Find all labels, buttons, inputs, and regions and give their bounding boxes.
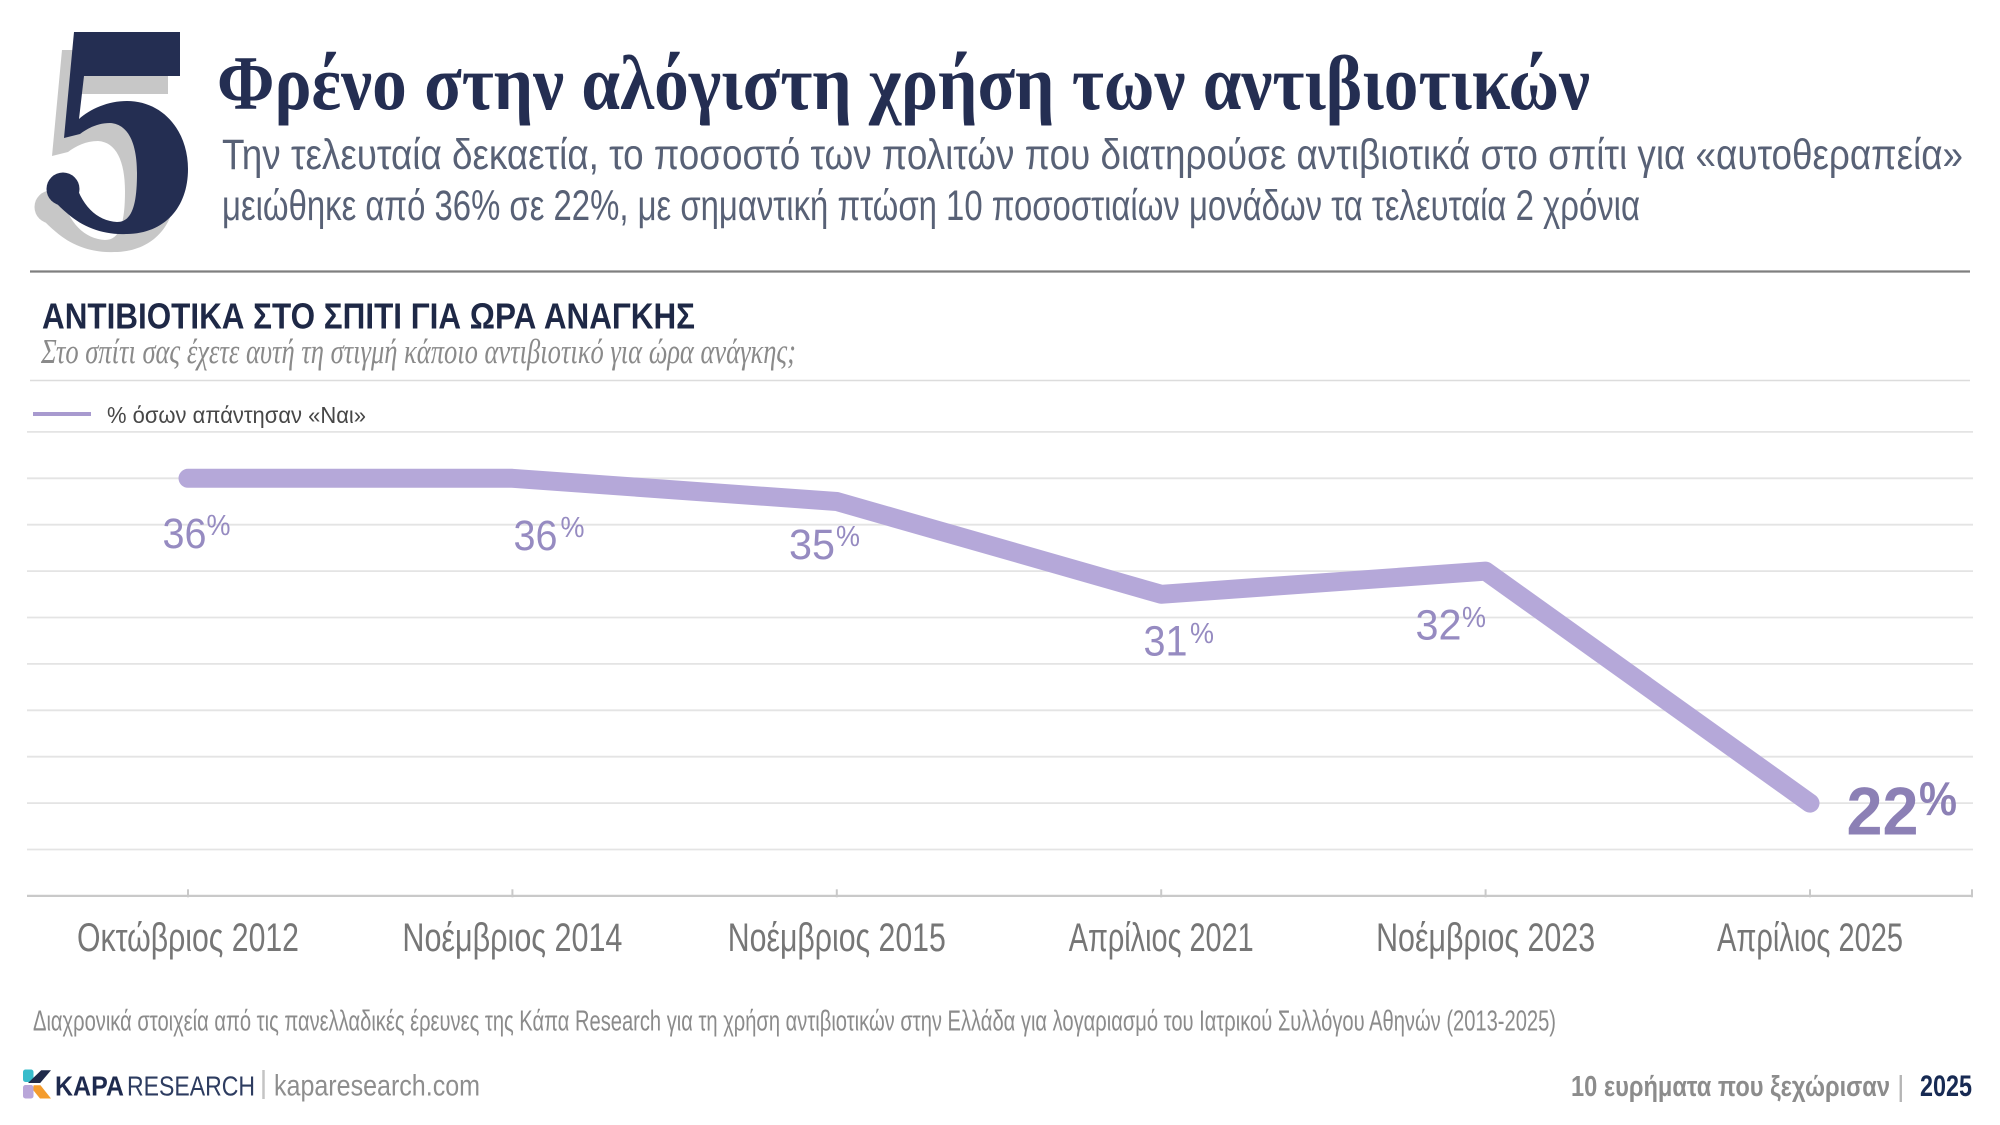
svg-text:Διαχρονικά στοιχεία από τις πα: Διαχρονικά στοιχεία από τις πανελλαδικές… — [33, 1006, 1556, 1038]
svg-text:Στο σπίτι σας έχετε αυτή τη στ: Στο σπίτι σας έχετε αυτή τη στιγμή κάποι… — [40, 332, 796, 371]
svg-text:% όσων απάντησαν «Ναι»: % όσων απάντησαν «Ναι» — [107, 402, 366, 428]
svg-text:32: 32 — [1416, 602, 1462, 650]
svg-text:Νοέμβριος 2023: Νοέμβριος 2023 — [1376, 916, 1595, 960]
svg-text:kaparesearch.com: kaparesearch.com — [274, 1070, 480, 1103]
svg-text:RESEARCH: RESEARCH — [127, 1071, 255, 1102]
svg-text:31: 31 — [1144, 618, 1188, 666]
svg-text:%: % — [1919, 773, 1957, 826]
svg-text:μειώθηκε από 36% σε 22%, με ση: μειώθηκε από 36% σε 22%, με σημαντική πτ… — [222, 182, 1640, 230]
svg-text:36: 36 — [514, 512, 558, 560]
svg-text:Νοέμβριος 2014: Νοέμβριος 2014 — [402, 916, 622, 960]
svg-text:%: % — [1190, 618, 1214, 650]
svg-text:%: % — [561, 512, 585, 544]
svg-text:|: | — [1897, 1071, 1905, 1103]
svg-text:Απρίλιος 2025: Απρίλιος 2025 — [1717, 916, 1903, 960]
svg-text:10 ευρήματα που ξεχώρισαν: 10 ευρήματα που ξεχώρισαν — [1571, 1071, 1890, 1103]
svg-text:Οκτώβριος 2012: Οκτώβριος 2012 — [77, 916, 299, 960]
svg-text:Την τελευταία δεκαετία, το ποσ: Την τελευταία δεκαετία, το ποσοστό των π… — [222, 131, 1963, 179]
svg-text:22: 22 — [1847, 775, 1919, 850]
svg-text:35: 35 — [789, 521, 835, 569]
svg-text:Απρίλιος 2021: Απρίλιος 2021 — [1069, 916, 1254, 960]
svg-text:%: % — [207, 510, 231, 542]
svg-text:36: 36 — [163, 510, 207, 558]
svg-text:2025: 2025 — [1920, 1070, 1972, 1103]
svg-text:KAPA: KAPA — [55, 1071, 124, 1102]
svg-text:%: % — [836, 521, 860, 553]
svg-text:%: % — [1462, 602, 1486, 634]
svg-text:Φρένο στην αλόγιστη χρήση των: Φρένο στην αλόγιστη χρήση των αντιβιοτικ… — [217, 40, 1590, 126]
svg-text:Νοέμβριος 2015: Νοέμβριος 2015 — [728, 916, 946, 960]
svg-text:ΑΝΤΙΒΙΟΤΙΚΑ ΣΤΟ ΣΠΙΤΙ ΓΙΑ ΩΡΑ: ΑΝΤΙΒΙΟΤΙΚΑ ΣΤΟ ΣΠΙΤΙ ΓΙΑ ΩΡΑ ΑΝΑΓΚΗΣ — [42, 296, 695, 337]
